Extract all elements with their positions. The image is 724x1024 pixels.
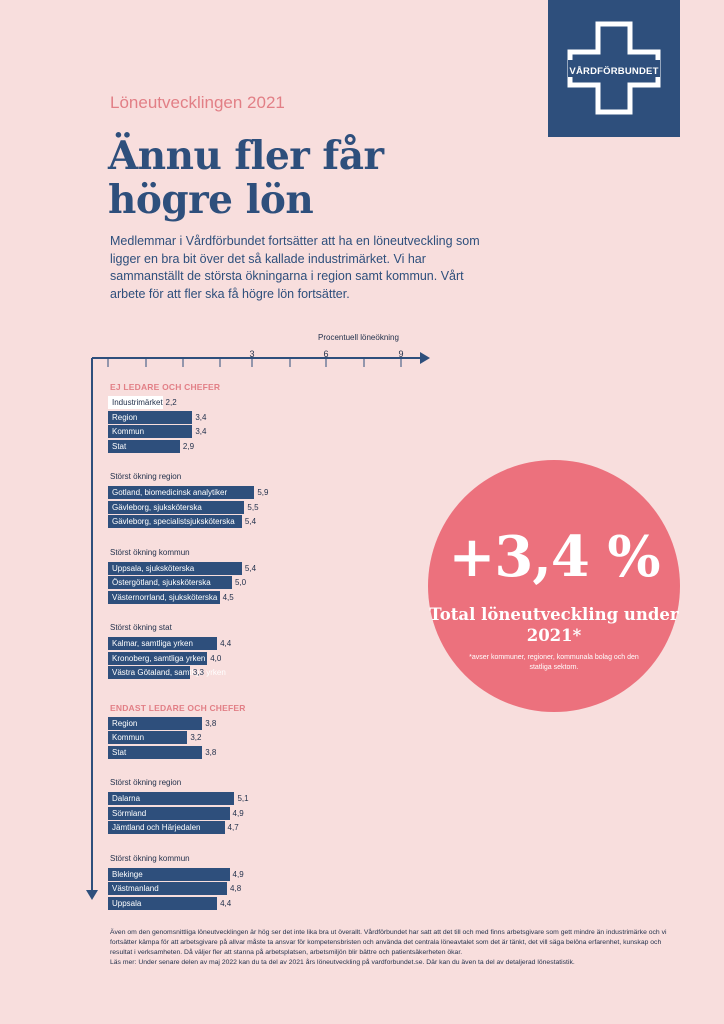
group-heading: EJ LEDARE OCH CHEFER (110, 382, 221, 392)
bar-label: Blekinge (112, 869, 143, 879)
bar-value: 2,9 (182, 441, 195, 451)
bar-value: 4,0 (210, 653, 222, 663)
bar-label: Region (112, 412, 138, 422)
logo-wordmark: VÅRDFÖRBUNDET (569, 66, 659, 77)
bar-value: 3,4 (195, 427, 207, 436)
bar-label: Kommun (112, 733, 145, 742)
bar-label: Västernorrland, sjuksköterska (112, 592, 218, 602)
bar-value: 4,4 (220, 639, 232, 648)
bar (108, 590, 220, 604)
y-axis-arrow (86, 890, 98, 900)
bar-label: Kalmar, samtliga yrken (112, 639, 193, 648)
bar (108, 651, 208, 665)
bar-label: Västmanland (112, 884, 159, 893)
bar-value: 3,8 (205, 747, 217, 757)
bar-value: 5,4 (244, 563, 257, 573)
bar-value: 4,7 (227, 823, 239, 832)
footer-read-more: Läs mer: Under senare delen av maj 2022 … (110, 959, 575, 966)
bar-label: Jämtland och Härjedalen (112, 823, 201, 832)
bar (108, 745, 203, 759)
bar-label: Kommun (112, 427, 145, 436)
bar-value: 3,4 (195, 412, 207, 422)
axis-tick-9: 9 (398, 349, 404, 359)
cross-icon (567, 21, 661, 115)
axis-tick-3: 3 (249, 349, 255, 359)
bar-label: Uppsala, sjuksköterska (112, 563, 195, 573)
bar-value: 3,2 (190, 733, 202, 742)
intro-paragraph: Medlemmar i Vårdförbundet fortsätter att… (110, 234, 480, 301)
bar (108, 792, 235, 805)
bar (108, 821, 225, 834)
axis-title: Procentuell löneökning (318, 333, 399, 342)
bar-label: Industrimärket (112, 398, 163, 407)
bar-value: 3,3 (192, 668, 204, 677)
bar-label: Stat (112, 441, 127, 451)
axis-tick-6: 6 (323, 349, 329, 359)
bar-value: 4,8 (230, 884, 242, 893)
group-heading: ENDAST LEDARE OCH CHEFER (110, 702, 246, 713)
bar (108, 731, 188, 744)
title-line-2: högre lön (108, 177, 314, 223)
total-increase-number: +3,4 % (448, 524, 660, 590)
bar (108, 637, 218, 650)
bar-label: Stat (112, 747, 127, 757)
bar (108, 515, 242, 528)
section-heading: Störst ökning region (110, 472, 182, 481)
bar-value: 3,8 (205, 718, 217, 728)
bar-label: Kronoberg, samtliga yrken (112, 653, 206, 663)
bar (108, 882, 228, 895)
bar-value: 5,4 (244, 517, 257, 526)
bar-label: Dalarna (112, 794, 141, 803)
bar-label: Östergötland, sjuksköterska (112, 578, 211, 587)
bar (108, 425, 193, 438)
bar-label: Gävleborg, sjuksköterska (112, 502, 202, 512)
bar-value: 4,5 (222, 592, 234, 602)
bar-label: Gävleborg, specialistsjuksköterska (112, 517, 235, 526)
total-increase-footnote: *avser kommuner, regioner, kommunala bol… (469, 654, 639, 671)
bar-value: 5,1 (237, 794, 249, 803)
bar-value: 4,4 (220, 898, 232, 908)
footer-text: Även om den genomsnittliga löneutvecklin… (110, 928, 680, 968)
bar-value: 5,0 (235, 578, 247, 587)
bar-label: Västra Götaland, samtliga yrken (112, 668, 226, 677)
total-increase-title: Total löneutveckling under 2021* (429, 605, 679, 645)
section-heading: Störst ökning kommun (110, 547, 190, 557)
bar (108, 561, 242, 575)
bar-value: 5,9 (257, 488, 269, 497)
bar-label: Uppsala (112, 898, 142, 908)
bar (108, 576, 232, 589)
title-line-1: Ännu fler får (108, 133, 384, 179)
bar-value: 5,5 (247, 502, 259, 512)
bar (108, 806, 230, 820)
bar-label: Sörmland (112, 808, 147, 818)
bar (108, 716, 203, 730)
x-axis-arrow (420, 352, 430, 364)
bar (108, 486, 255, 499)
footer-body: Även om den genomsnittliga löneutvecklin… (110, 929, 667, 956)
bar (108, 410, 193, 424)
bar (108, 396, 163, 409)
kicker: Löneutvecklingen 2021 (110, 93, 285, 112)
page-title: Ännu fler får högre lön (108, 134, 448, 222)
bar-label: Gotland, biomedicinsk analytiker (112, 488, 228, 497)
section-heading: Störst ökning region (110, 778, 182, 787)
highlight-circle: +3,4 % Total löneutveckling under 2021* … (428, 460, 680, 712)
bar (108, 666, 190, 679)
bar-value: 4,9 (232, 869, 244, 879)
bar (108, 439, 180, 453)
bar-value: 4,9 (232, 808, 244, 818)
bar-label: Region (112, 718, 138, 728)
vardforbundet-logo: VÅRDFÖRBUNDET (548, 0, 680, 137)
section-heading: Störst ökning stat (110, 623, 172, 632)
bar-value: 2,2 (165, 398, 177, 407)
section-heading: Störst ökning kommun (110, 853, 190, 863)
bar (108, 867, 230, 881)
bar (108, 500, 245, 514)
bar (108, 896, 218, 910)
